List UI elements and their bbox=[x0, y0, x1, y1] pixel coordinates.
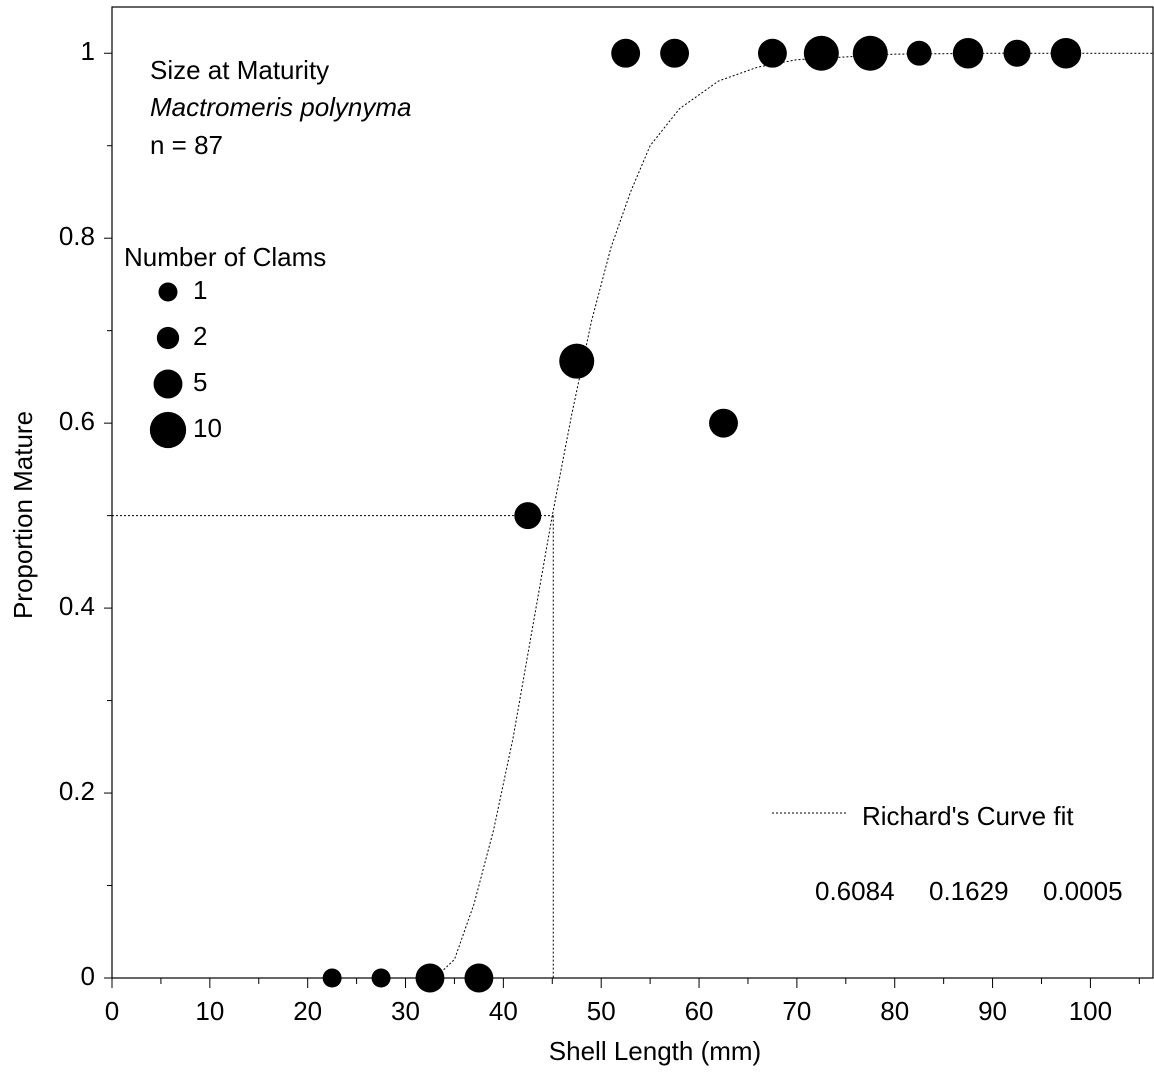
x-tick-label: 90 bbox=[978, 996, 1007, 1026]
y-tick-label: 0.4 bbox=[59, 591, 95, 621]
data-point bbox=[709, 408, 738, 438]
data-point bbox=[464, 963, 494, 993]
data-point bbox=[1003, 39, 1031, 67]
x-tick-label: 80 bbox=[880, 996, 909, 1026]
size-legend-marker bbox=[158, 282, 178, 302]
size-legend-marker bbox=[149, 411, 187, 449]
x-tick-label: 50 bbox=[587, 996, 616, 1026]
x-tick-label: 20 bbox=[293, 996, 322, 1026]
size-legend-title: Number of Clams bbox=[124, 242, 326, 272]
annotation: n = 87 bbox=[150, 130, 223, 160]
size-legend-label: 5 bbox=[193, 367, 207, 397]
fit-parameter: 0.0005 bbox=[1043, 876, 1123, 906]
data-point bbox=[514, 502, 542, 530]
data-point bbox=[906, 40, 932, 66]
data-point bbox=[322, 968, 342, 988]
y-tick-label: 0.8 bbox=[59, 221, 95, 251]
size-legend-marker bbox=[153, 369, 183, 399]
x-tick-label: 40 bbox=[489, 996, 518, 1026]
size-legend-label: 1 bbox=[193, 275, 207, 305]
data-point bbox=[660, 38, 690, 68]
annotation: Size at Maturity bbox=[150, 55, 329, 85]
y-tick-label: 0.6 bbox=[59, 406, 95, 436]
y-tick-label: 1 bbox=[81, 36, 95, 66]
y-axis-label: Proportion Mature bbox=[8, 411, 38, 619]
data-point bbox=[371, 968, 391, 988]
data-point bbox=[415, 963, 445, 993]
x-tick-label: 30 bbox=[391, 996, 420, 1026]
fit-parameter: 0.6084 bbox=[815, 876, 895, 906]
data-point bbox=[803, 35, 839, 71]
fit-parameter: 0.1629 bbox=[929, 876, 1009, 906]
data-point bbox=[559, 343, 595, 379]
size-legend-label: 10 bbox=[193, 413, 222, 443]
legend-label: Richard's Curve fit bbox=[862, 801, 1074, 831]
data-point bbox=[1050, 37, 1082, 69]
x-tick-label: 60 bbox=[685, 996, 714, 1026]
data-point bbox=[852, 35, 888, 71]
plot-frame bbox=[111, 6, 1154, 979]
data-point bbox=[757, 38, 787, 68]
y-tick-label: 0.2 bbox=[59, 776, 95, 806]
data-point bbox=[611, 38, 641, 68]
size-legend-marker bbox=[156, 326, 180, 350]
x-tick-label: 0 bbox=[105, 996, 119, 1026]
size-legend-label: 2 bbox=[193, 321, 207, 351]
x-tick-label: 10 bbox=[195, 996, 224, 1026]
x-tick-label: 70 bbox=[782, 996, 811, 1026]
x-axis-label: Shell Length (mm) bbox=[549, 1036, 761, 1066]
y-tick-label: 0 bbox=[81, 961, 95, 991]
fit-curve bbox=[434, 52, 1154, 979]
x-tick-label: 100 bbox=[1069, 996, 1112, 1026]
annotation: Mactromeris polynyma bbox=[150, 92, 412, 122]
data-point bbox=[952, 37, 984, 69]
